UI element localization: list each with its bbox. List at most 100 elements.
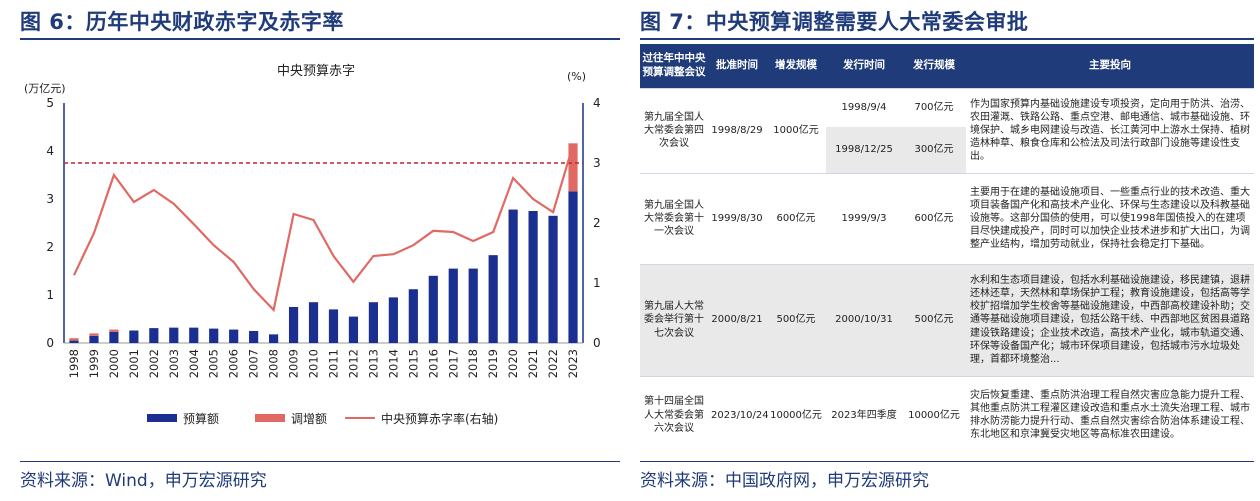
bar-budget	[129, 330, 139, 343]
table-row: 第九届全国人大常委会第十一次会议 1999/8/30 600亿元 1999/9/…	[640, 172, 1254, 264]
x-tick-label: 2012	[346, 349, 360, 378]
left-panel-title: 图 6：历年中央财政赤字及赤字率	[20, 10, 344, 34]
x-tick-label: 2014	[386, 349, 400, 378]
bar-budget	[548, 215, 558, 343]
bar-increase	[89, 333, 99, 336]
y-left-tick-label: 5	[46, 96, 54, 110]
y-left-unit: (万亿元)	[24, 82, 66, 95]
table-row: 第九届人大常委会举行第十七次会议 2000/8/21 500亿元 2000/10…	[640, 263, 1254, 376]
issue-date-cell: 1998/9/4	[826, 87, 902, 127]
bar-budget	[69, 340, 79, 343]
y-left-tick-label: 0	[46, 336, 54, 350]
x-tick-label: 2002	[147, 349, 161, 378]
legend-swatch-increase	[255, 414, 285, 422]
x-tick-label: 2018	[466, 349, 480, 378]
x-tick-label: 2019	[486, 349, 500, 378]
table-header-row: 过往年中中央预算调整会议 批准时间 增发规模 发行时间 发行规模 主要投向	[640, 44, 1254, 88]
bar-budget	[109, 331, 119, 343]
x-tick-label: 1998	[67, 349, 81, 378]
right-source: 资料来源：中国政府网，申万宏源研究	[640, 471, 929, 491]
x-tick-label: 2017	[446, 349, 460, 378]
approval-cell: 2000/8/21	[708, 263, 766, 376]
right-panel-title: 图 7：中央预算调整需要人大常委会审批	[640, 10, 1029, 34]
bar-budget	[408, 289, 418, 343]
bar-budget	[169, 327, 179, 343]
purpose-cell: 水利和生态项目建设，包括水利基础设施建设，移民建镇，退耕还林还草，天然林和草场保…	[966, 263, 1254, 376]
purpose-cell: 作为国家预算内基础设施建设专项投资，定向用于防洪、治涝、农田灌溉、铁路公路、重点…	[966, 87, 1254, 173]
bar-budget	[308, 302, 319, 343]
right-title-rule	[640, 38, 1254, 40]
bar-increase	[69, 338, 79, 341]
left-source-rule	[20, 461, 620, 462]
bar-budget	[288, 307, 299, 343]
bar-budget	[249, 331, 259, 343]
bar-increase	[109, 329, 119, 332]
meeting-cell: 第九届全国人大常委会第十一次会议	[640, 172, 708, 264]
x-tick-label: 2007	[247, 349, 261, 378]
purpose-cell: 主要用于在建的基础设施项目、一些重点行业的技术改造、重大项目装备国产化和高技术产…	[966, 172, 1254, 264]
y-right-tick-label: 0	[593, 336, 601, 350]
y-left-tick-label: 4	[46, 144, 54, 158]
approval-cell: 2023/10/24	[708, 375, 769, 454]
x-tick-label: 2008	[267, 349, 281, 378]
header-approval: 批准时间	[708, 44, 766, 88]
left-source: 资料来源：Wind，申万宏源研究	[20, 471, 267, 491]
legend-label-budget: 预算额	[183, 411, 219, 426]
legend-label-increase: 调增额	[291, 412, 327, 426]
purpose-cell: 灾后恢复重建、重点防洪治理工程自然灾害应急能力提升工程、其他重点防洪工程灌区建设…	[966, 375, 1254, 454]
left-title-rule	[20, 38, 620, 40]
y-left-tick-label: 2	[46, 240, 54, 254]
x-tick-label: 2003	[167, 349, 181, 378]
issue-amount-cell: 600亿元	[902, 172, 966, 264]
x-tick-label: 2021	[526, 349, 540, 378]
y-right-tick-label: 1	[593, 276, 601, 290]
right-source-rule	[640, 461, 1254, 462]
x-tick-label: 2013	[366, 349, 380, 378]
issue-date-cell: 2000/10/31	[826, 263, 902, 376]
table-row: 第九届全国人大常委会第四次会议 1998/8/29 1000亿元 1998/9/…	[640, 87, 1254, 173]
header-scale: 增发规模	[766, 44, 826, 88]
y-right-unit: (%)	[567, 70, 586, 83]
bar-budget	[388, 297, 398, 343]
bar-budget	[568, 191, 578, 343]
x-tick-label: 2001	[127, 349, 141, 378]
x-tick-label: 2006	[227, 349, 241, 378]
y-left-tick-label: 1	[46, 288, 54, 302]
header-purpose: 主要投向	[966, 44, 1254, 88]
bar-budget	[89, 335, 99, 343]
meeting-cell: 第九届人大常委会举行第十七次会议	[640, 263, 708, 376]
header-issue-amount: 发行规模	[902, 44, 966, 88]
approval-cell: 1998/8/29	[708, 87, 766, 173]
legend-label-rate: 中央预算赤字率(右轴)	[381, 411, 498, 426]
meeting-cell: 第十四届全国人大常委会第六次会议	[640, 375, 708, 454]
scale-cell: 10000亿元	[766, 375, 826, 454]
table-subrow: 1998/12/25 300亿元	[640, 127, 1254, 173]
header-issue-date: 发行时间	[826, 44, 902, 88]
x-tick-label: 2016	[426, 349, 440, 378]
scale-cell: 500亿元	[766, 263, 826, 376]
issue-date-cell: 1998/12/25	[826, 127, 902, 173]
x-tick-label: 2015	[406, 349, 420, 378]
y-right-tick-label: 3	[593, 156, 601, 170]
y-left-tick-label: 3	[46, 192, 54, 206]
x-tick-label: 2004	[187, 349, 201, 378]
issue-amount-cell: 700亿元	[902, 87, 966, 127]
x-tick-label: 2010	[307, 349, 321, 378]
y-right-tick-label: 4	[593, 96, 601, 110]
table-row: 第十四届全国人大常委会第六次会议 2023/10/24 10000亿元 2023…	[640, 375, 1254, 454]
scale-cell: 1000亿元	[766, 87, 826, 173]
deficit-chart: 中央预算赤字 (万亿元) (%) 0 1 2 3 4 5 0 1 2 3 4 1998 1999 20…	[24, 64, 601, 426]
header-meeting: 过往年中中央预算调整会议	[640, 44, 708, 88]
bar-budget	[448, 268, 458, 343]
bar-budget	[209, 328, 219, 343]
bar-budget	[488, 255, 498, 343]
approval-cell: 1999/8/30	[708, 172, 766, 264]
legend-swatch-budget	[147, 414, 177, 422]
issue-date-cell: 1999/9/3	[826, 172, 902, 264]
x-tick-label: 2020	[506, 349, 520, 378]
bar-budget	[468, 268, 478, 343]
meeting-cell: 第九届全国人大常委会第四次会议	[640, 87, 708, 173]
bar-budget	[229, 329, 239, 343]
bar-budget	[328, 309, 339, 343]
bar-budget	[368, 302, 378, 343]
